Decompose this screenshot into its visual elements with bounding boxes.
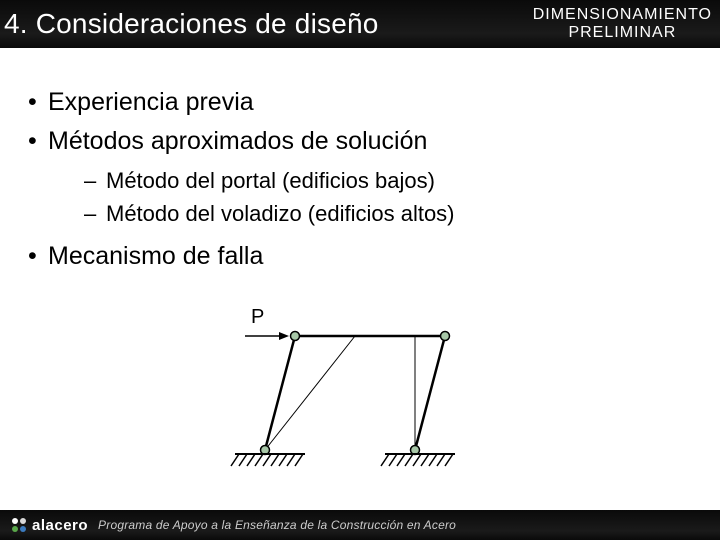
load-arrow-head	[279, 332, 289, 340]
sub-bullet-item: Método del portal (edificios bajos)	[84, 167, 696, 196]
portal-frame-diagram: P	[215, 310, 495, 480]
portal-frame-svg	[215, 310, 495, 480]
header-bar: 4. Consideraciones de diseño DIMENSIONAM…	[0, 0, 720, 48]
logo-dot	[12, 526, 18, 532]
subtitle-line-1: DIMENSIONAMIENTO	[533, 6, 712, 23]
footer-bar: alacero Programa de Apoyo a la Enseñanza…	[0, 510, 720, 540]
slide: 4. Consideraciones de diseño DIMENSIONAM…	[0, 0, 720, 540]
slide-subtitle: DIMENSIONAMIENTO PRELIMINAR	[533, 6, 712, 43]
logo-text: alacero	[32, 517, 88, 534]
slide-title: 4. Consideraciones de diseño	[4, 8, 533, 40]
bullet-item: Mecanismo de falla	[24, 240, 696, 273]
col-right-deformed	[415, 336, 445, 450]
bullet-text: Métodos aproximados de solución	[48, 127, 427, 155]
bullet-item: Métodos aproximados de solución Método d…	[24, 125, 696, 229]
logo-icon	[12, 518, 26, 532]
logo-dot	[20, 518, 26, 524]
sub-bullet-list: Método del portal (edificios bajos) Méto…	[84, 167, 696, 228]
logo-dot	[20, 526, 26, 532]
slide-body: Experiencia previa Métodos aproximados d…	[0, 48, 720, 273]
hatch-right	[381, 454, 453, 466]
bullet-list: Experiencia previa Métodos aproximados d…	[24, 86, 696, 273]
col-left-original	[265, 336, 355, 450]
footer-tagline: Programa de Apoyo a la Enseñanza de la C…	[98, 518, 456, 532]
bullet-item: Experiencia previa	[24, 86, 696, 119]
subtitle-line-2: PRELIMINAR	[568, 24, 676, 41]
load-label: P	[251, 306, 264, 329]
logo: alacero	[12, 517, 88, 534]
hinge-icon	[291, 332, 300, 341]
logo-dot	[12, 518, 18, 524]
col-left-deformed	[265, 336, 295, 450]
sub-bullet-item: Método del voladizo (edificios altos)	[84, 200, 696, 229]
hinge-icon	[441, 332, 450, 341]
hatch-left	[231, 454, 303, 466]
